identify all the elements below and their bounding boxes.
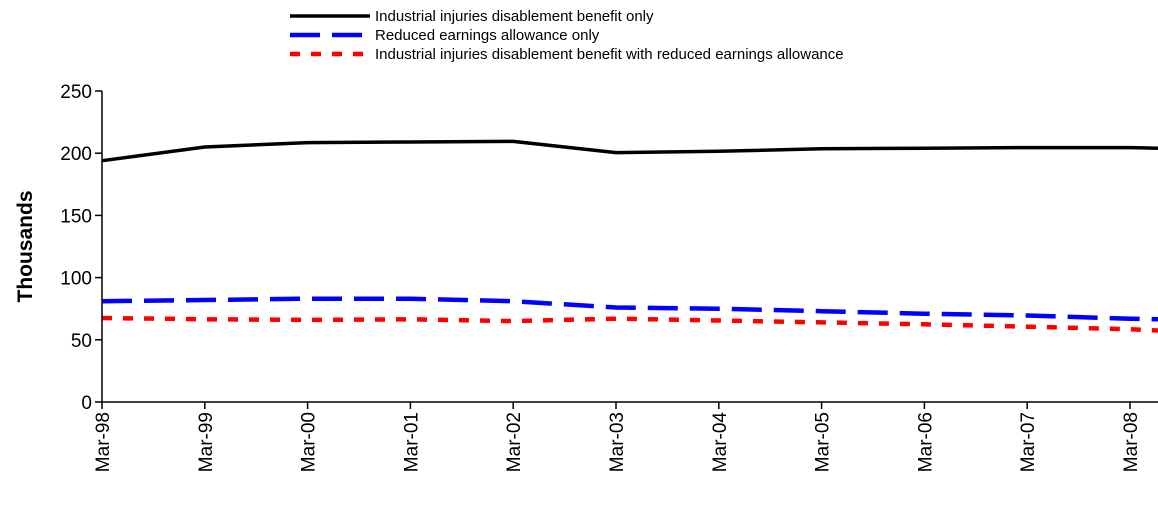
y-tick-label: 150 (60, 206, 92, 227)
axes: 0 50 100 150 200 250 Mar-98 Mar-99 Mar-00 Mar-01 M… (60, 82, 1158, 472)
x-tick-label: Mar-05 (813, 412, 834, 472)
y-tick-label: 0 (81, 393, 92, 414)
x-tick-label: Mar-08 (1121, 412, 1142, 472)
x-tick-label: Mar-06 (915, 412, 936, 472)
series-line-2 (101, 296, 1158, 322)
y-tick-label: 250 (60, 82, 92, 103)
x-tick-label: Mar-03 (607, 412, 628, 472)
x-tick-label: Mar-00 (299, 412, 320, 472)
y-tick-label: 50 (71, 331, 92, 352)
legend: Industrial injuries disablement benefit … (290, 8, 844, 63)
x-tick-label: Mar-01 (401, 412, 422, 472)
y-tick-label: 200 (60, 144, 92, 165)
y-axis-title: Thousands (14, 190, 37, 302)
series-line-1 (101, 139, 1158, 163)
x-tick-label: Mar-98 (93, 412, 114, 472)
x-tick-label: Mar-04 (710, 412, 731, 473)
x-tick-label: Mar-99 (196, 412, 217, 472)
y-tick-label: 100 (60, 269, 92, 290)
legend-label-3: Industrial injuries disablement benefit … (375, 46, 844, 63)
x-tick-label: Mar-02 (504, 412, 525, 472)
legend-label-1: Industrial injuries disablement benefit … (375, 8, 654, 25)
series-line-3 (101, 315, 1158, 333)
series-layer (101, 139, 1158, 333)
x-tick-label: Mar-07 (1018, 412, 1039, 472)
legend-label-2: Reduced earnings allowance only (375, 27, 600, 44)
